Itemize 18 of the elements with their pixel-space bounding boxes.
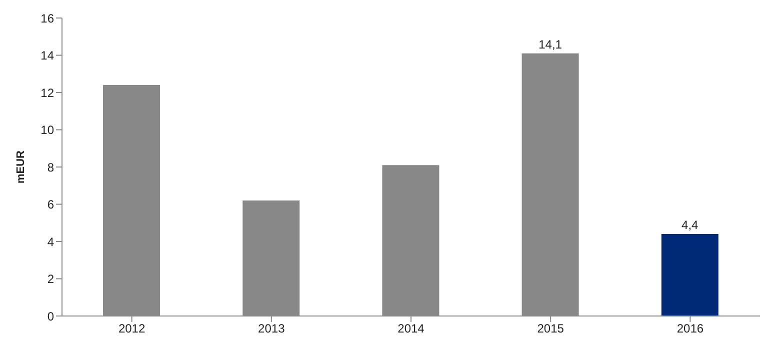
x-tick-label: 2012 — [118, 322, 146, 336]
y-tick-label: 0 — [47, 309, 54, 324]
y-tick-label: 4 — [47, 234, 54, 249]
data-label: 14,1 — [538, 37, 562, 52]
y-tick-label: 16 — [40, 11, 54, 26]
x-tick-label: 2016 — [676, 322, 704, 336]
x-tick-label: 2013 — [258, 322, 286, 336]
x-tick-label: 2014 — [398, 322, 425, 336]
y-axis-title: mEUR — [14, 150, 27, 184]
y-tick-label: 2 — [47, 272, 54, 286]
data-label: 4,4 — [682, 218, 699, 232]
x-tick-label: 2015 — [537, 322, 564, 336]
y-tick-label: 8 — [47, 160, 54, 174]
bar — [661, 234, 718, 316]
y-tick-label: 6 — [47, 198, 54, 212]
y-tick-label: 10 — [40, 123, 54, 138]
y-tick-label: 14 — [40, 48, 54, 63]
y-tick-label: 12 — [40, 86, 54, 100]
